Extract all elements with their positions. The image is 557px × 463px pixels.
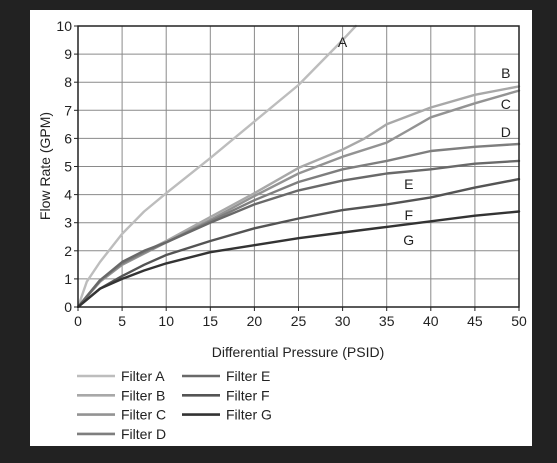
y-tick-label: 2 xyxy=(64,243,72,259)
legend-label-a: Filter A xyxy=(121,368,165,384)
curve-label-c: C xyxy=(501,96,511,112)
x-tick-label: 25 xyxy=(291,313,307,329)
series-lines xyxy=(76,24,521,309)
y-tick-label: 8 xyxy=(64,74,72,90)
curve-label-e: E xyxy=(404,176,413,192)
x-tick-label: 15 xyxy=(203,313,219,329)
series-line-g xyxy=(76,210,521,309)
y-tick-label: 3 xyxy=(64,215,72,231)
y-tick-label: 10 xyxy=(56,18,72,34)
x-axis-label: Differential Pressure (PSID) xyxy=(212,344,384,360)
y-tick-label: 1 xyxy=(64,271,72,287)
y-tick-label: 7 xyxy=(64,102,72,118)
curve-label-d: D xyxy=(501,124,511,140)
curve-labels: A BCD EFG xyxy=(338,34,511,248)
y-tick-label: 9 xyxy=(64,46,72,62)
series-line-e xyxy=(76,159,521,309)
y-tick-label: 0 xyxy=(64,299,72,315)
legend-label-c: Filter C xyxy=(121,407,166,423)
x-tick-label: 40 xyxy=(423,313,439,329)
y-tick-labels: 0 1 2 3 4 5 6 7 8 9 10 xyxy=(56,18,78,315)
x-tick-label: 50 xyxy=(511,313,527,329)
x-tick-label: 35 xyxy=(379,313,395,329)
x-tick-label: 30 xyxy=(335,313,351,329)
x-tick-label: 0 xyxy=(74,313,82,329)
x-tick-label: 10 xyxy=(158,313,174,329)
legend: Filter A Filter B Filter C Filter D Filter E… xyxy=(77,368,272,442)
y-tick-label: 5 xyxy=(64,159,72,175)
x-tick-labels: 0 5 10 15 20 25 30 35 40 45 50 xyxy=(74,307,527,329)
x-tick-label: 45 xyxy=(467,313,483,329)
y-tick-label: 6 xyxy=(64,130,72,146)
legend-label-d: Filter D xyxy=(121,426,166,442)
curve-label-b: B xyxy=(501,65,510,81)
y-axis-label: Flow Rate (GPM) xyxy=(37,112,53,220)
legend-label-b: Filter B xyxy=(121,387,165,403)
x-tick-label: 5 xyxy=(118,313,126,329)
legend-label-f: Filter F xyxy=(226,387,270,403)
curve-label-g: G xyxy=(403,232,414,248)
curve-label-a: A xyxy=(338,34,348,50)
y-tick-label: 4 xyxy=(64,187,72,203)
legend-label-g: Filter G xyxy=(226,407,272,423)
series-line-f xyxy=(76,177,521,309)
curve-label-f: F xyxy=(404,207,413,223)
series-line-a xyxy=(76,24,357,309)
series-line-c xyxy=(76,89,521,309)
legend-label-e: Filter E xyxy=(226,368,270,384)
x-tick-label: 20 xyxy=(247,313,263,329)
plot-border xyxy=(77,25,520,308)
